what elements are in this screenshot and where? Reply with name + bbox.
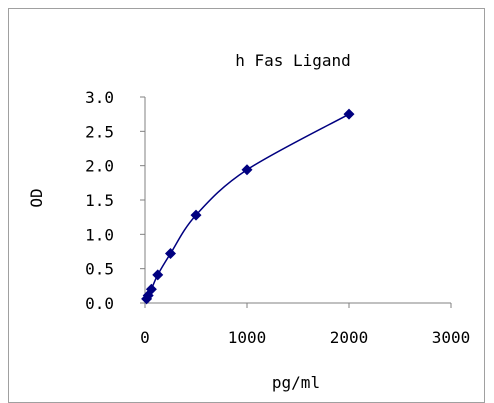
x-axis-ticks: 0 1000 2000 3000 — [140, 303, 470, 347]
x-axis-label: pg/ml — [272, 373, 320, 392]
data-point-marker — [165, 248, 176, 260]
y-tick-label: 1.5 — [85, 191, 114, 210]
y-tick-label: 2.0 — [85, 157, 114, 176]
y-axis-ticks: 0.0 0.5 1.0 1.5 2.0 2.5 3.0 — [85, 88, 145, 313]
y-tick-label: 1.0 — [85, 225, 114, 244]
x-tick-label: 3000 — [432, 328, 471, 347]
data-point-marker — [145, 283, 157, 295]
y-tick-label: 0.5 — [85, 260, 114, 279]
y-axis-label: OD — [27, 188, 46, 207]
data-point-marker — [190, 209, 202, 221]
y-tick-label: 2.5 — [85, 122, 114, 141]
data-point-marker — [343, 108, 355, 120]
x-tick-label: 1000 — [228, 328, 267, 347]
trend-line — [145, 113, 350, 300]
data-point-marker — [152, 269, 164, 281]
x-tick-label: 2000 — [330, 328, 369, 347]
data-markers — [141, 108, 355, 305]
y-tick-label: 3.0 — [85, 88, 114, 107]
chart-title: h Fas Ligand — [235, 51, 351, 70]
x-tick-label: 0 — [140, 328, 150, 347]
y-tick-label: 0.0 — [85, 294, 114, 313]
plot-area: 0.0 0.5 1.0 1.5 2.0 2.5 3.0 0 1000 2000 3000 — [85, 88, 470, 347]
data-point-marker — [241, 164, 253, 176]
